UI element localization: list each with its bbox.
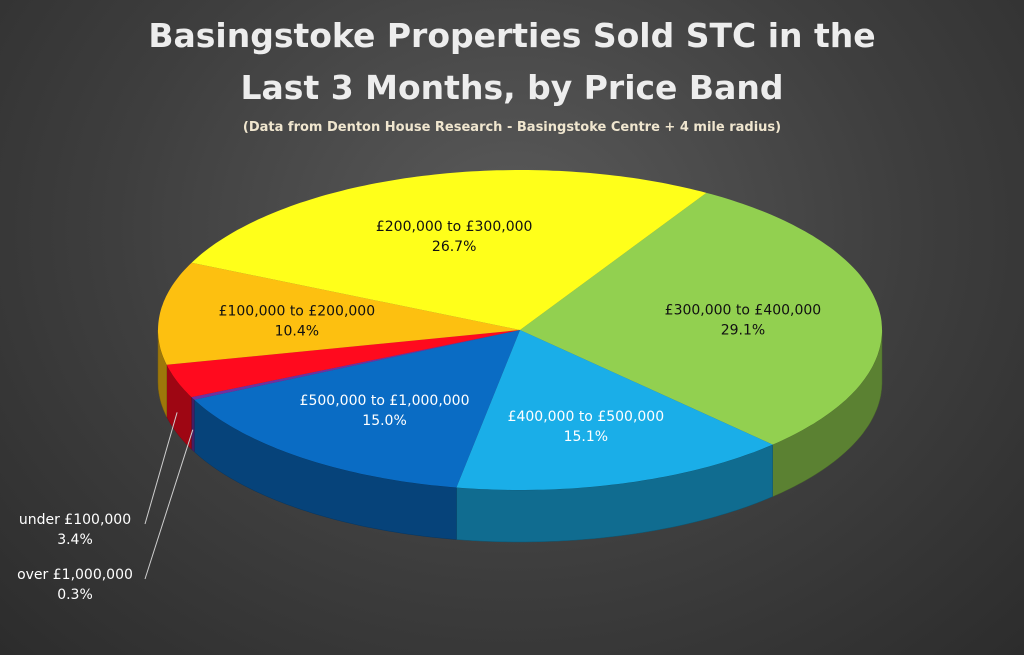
slice-label: £100,000 to £200,000 (219, 303, 376, 319)
slice-label: under £100,000 (19, 512, 131, 528)
pie-slice (191, 170, 707, 330)
pie-side-wall (191, 396, 195, 453)
slice-percentage-label: 29.1% (721, 323, 765, 339)
slice-percentage-label: 15.0% (362, 413, 406, 429)
pie-slice (194, 330, 521, 488)
slice-label: £500,000 to £1,000,000 (300, 393, 470, 409)
chart-subtitle: (Data from Denton House Research - Basin… (242, 120, 782, 135)
pie-slice (456, 330, 773, 490)
slice-label: £200,000 to £300,000 (376, 219, 533, 235)
slice-percentage-label: 26.7% (432, 239, 476, 255)
slice-percentage-label: 0.3% (57, 587, 93, 603)
pie-slice (191, 330, 520, 400)
pie-slice (158, 262, 520, 365)
pie-side-wall (157, 330, 167, 417)
slice-percentage-label: 3.4% (57, 532, 93, 548)
slice-percentage-label: 15.1% (564, 429, 608, 445)
pie-slice (166, 330, 520, 398)
chart-title-line-1: Basingstoke Properties Sold STC in the (148, 16, 876, 55)
pie-slice (520, 192, 882, 445)
slice-label: £400,000 to £500,000 (508, 409, 665, 425)
slice-label: £300,000 to £400,000 (665, 303, 822, 319)
slice-percentage-label: 10.4% (275, 323, 319, 339)
leader-line (144, 429, 194, 580)
leader-line (144, 412, 178, 525)
slice-label: over £1,000,000 (17, 567, 133, 583)
chart-title-line-2: Last 3 Months, by Price Band (240, 68, 784, 107)
